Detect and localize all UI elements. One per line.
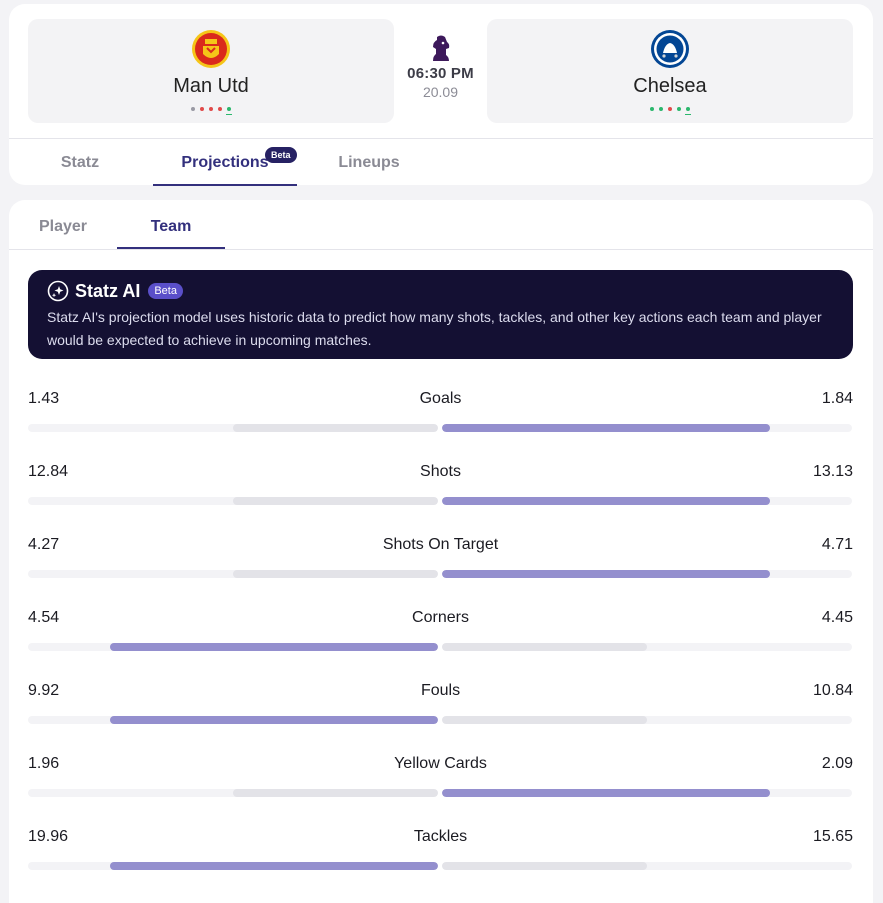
match-center-info: 06:30 PM 20.09: [394, 34, 487, 100]
beta-badge: Beta: [148, 283, 183, 299]
stat-label: Fouls: [420, 682, 461, 699]
stat-label: Goals: [419, 390, 462, 407]
stat-label: Shots On Target: [382, 536, 499, 553]
subtab-divider: [9, 249, 873, 250]
home-stat-value: 4.54: [28, 609, 60, 626]
tab-projections[interactable]: Projections Beta: [153, 140, 297, 186]
form-dot: [668, 107, 672, 111]
tab-statz[interactable]: Statz: [44, 140, 116, 186]
stat-label: Yellow Cards: [394, 755, 487, 772]
home-bar-fill: [233, 497, 438, 505]
banner-description: Statz AI's projection model uses histori…: [47, 309, 822, 348]
away-stat-value: 1.84: [821, 390, 853, 407]
home-stat-value: 19.96: [28, 828, 69, 845]
away-bar-track: [442, 424, 852, 432]
away-bar-track: [442, 716, 852, 724]
away-team-name: Chelsea: [633, 75, 707, 97]
home-bar-fill: [110, 716, 438, 724]
man-utd-crest-icon: [192, 30, 230, 68]
away-form-dots: [487, 107, 853, 115]
away-bar-fill: [442, 424, 770, 432]
banner-title: Statz AI: [75, 280, 141, 301]
form-dot: [659, 107, 663, 111]
away-stat-value: 10.84: [812, 682, 853, 699]
stat-label: Corners: [412, 609, 469, 626]
tab-label: Projections: [181, 154, 269, 171]
away-stat-value: 4.45: [821, 609, 853, 626]
away-bar-fill: [442, 570, 770, 578]
away-bar-fill: [442, 862, 647, 870]
home-team-panel[interactable]: Man Utd: [28, 19, 394, 123]
home-bar-track: [28, 424, 438, 432]
statz-ai-banner: Statz AI Beta Statz AI's projection mode…: [28, 270, 853, 359]
tab-label: Statz: [60, 154, 100, 171]
home-bar-track: [28, 789, 438, 797]
home-bar-track: [28, 862, 438, 870]
home-bar-fill: [233, 424, 438, 432]
stat-row: 9.92 Fouls 10.84: [28, 681, 853, 754]
sparkle-icon: [47, 280, 69, 302]
home-form-dots: [28, 107, 394, 115]
form-dot: [685, 107, 691, 115]
home-team-name: Man Utd: [173, 75, 249, 97]
stat-row: 19.96 Tackles 15.65: [28, 827, 853, 900]
away-stat-value: 4.71: [821, 536, 853, 553]
tab-lineups[interactable]: Lineups: [319, 140, 419, 186]
home-stat-value: 1.96: [28, 755, 60, 772]
away-bar-track: [442, 643, 852, 651]
away-bar-track: [442, 789, 852, 797]
form-dot: [200, 107, 204, 111]
home-bar-fill: [110, 862, 438, 870]
home-stat-value: 9.92: [28, 682, 60, 699]
subtab-team[interactable]: Team: [117, 200, 225, 249]
stat-row: 12.84 Shots 13.13: [28, 462, 853, 535]
team-projections-card: Player Team Statz AI Beta Statz AI's pro…: [9, 200, 873, 903]
home-bar-fill: [233, 789, 438, 797]
away-bar-fill: [442, 643, 647, 651]
match-date: 20.09: [422, 84, 459, 100]
form-dot: [226, 107, 232, 115]
form-dot: [218, 107, 222, 111]
header-divider: [9, 138, 873, 139]
kickoff-time: 06:30 PM: [407, 65, 474, 82]
away-team-panel[interactable]: Chelsea: [487, 19, 853, 123]
beta-badge: Beta: [265, 147, 297, 163]
home-stat-value: 1.43: [28, 390, 60, 407]
stat-label: Tackles: [413, 828, 468, 845]
away-stat-value: 2.09: [821, 755, 853, 772]
form-dot: [191, 107, 195, 111]
chelsea-crest-icon: [651, 30, 689, 68]
away-bar-track: [442, 497, 852, 505]
stat-row: 1.43 Goals 1.84: [28, 389, 853, 462]
away-stat-value: 13.13: [812, 463, 853, 480]
home-bar-track: [28, 570, 438, 578]
home-bar-track: [28, 643, 438, 651]
premier-league-lion-icon: [432, 35, 449, 61]
form-dot: [209, 107, 213, 111]
away-stat-value: 15.65: [812, 828, 853, 845]
home-bar-fill: [233, 570, 438, 578]
form-dot: [650, 107, 654, 111]
stat-row: 4.27 Shots On Target 4.71: [28, 535, 853, 608]
match-card: Man Utd 06:30 PM 20.09 Chelsea: [9, 4, 873, 186]
tab-label: Lineups: [338, 154, 400, 171]
away-bar-fill: [442, 789, 770, 797]
away-bar-track: [442, 862, 852, 870]
home-stat-value: 4.27: [28, 536, 60, 553]
subtab-label: Player: [38, 218, 88, 235]
stat-row: 4.54 Corners 4.45: [28, 608, 853, 681]
home-stat-value: 12.84: [28, 463, 69, 480]
home-bar-fill: [110, 643, 438, 651]
away-bar-fill: [442, 497, 770, 505]
subtab-player[interactable]: Player: [9, 200, 117, 249]
stat-row: 1.96 Yellow Cards 2.09: [28, 754, 853, 827]
stat-label: Shots: [420, 463, 461, 480]
away-bar-track: [442, 570, 852, 578]
away-bar-fill: [442, 716, 647, 724]
home-bar-track: [28, 716, 438, 724]
subtab-label: Team: [150, 218, 192, 235]
form-dot: [677, 107, 681, 111]
home-bar-track: [28, 497, 438, 505]
